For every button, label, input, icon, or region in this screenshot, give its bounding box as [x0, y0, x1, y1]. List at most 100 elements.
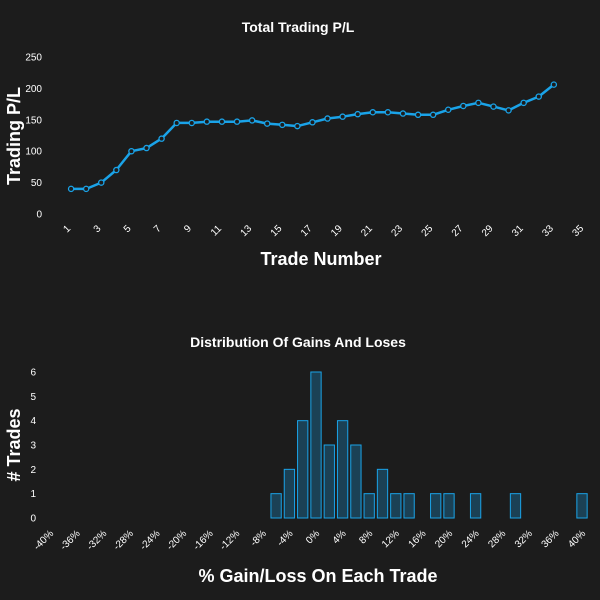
- line-x-tick-label: 7: [152, 223, 164, 235]
- hist-y-tick-label: 1: [30, 489, 36, 500]
- histogram-title: Distribution Of Gains And Loses: [190, 334, 406, 350]
- pl-data-point: [143, 144, 150, 152]
- pl-data-point: [460, 102, 467, 110]
- pl-data-point: [475, 99, 482, 107]
- hist-x-tick-label: 36%: [540, 528, 562, 550]
- pl-data-point: [113, 166, 120, 174]
- hist-x-tick-label: 28%: [486, 528, 508, 550]
- histogram-bar: [297, 420, 309, 519]
- pl-data-point: [309, 119, 316, 126]
- line-y-tick-label: 200: [25, 84, 42, 95]
- histogram-bar: [430, 493, 442, 519]
- hist-x-tick-label: -28%: [112, 528, 136, 552]
- pl-series-line: [69, 83, 556, 191]
- pl-data-point: [279, 121, 286, 129]
- hist-x-tick-label: -8%: [249, 528, 269, 548]
- histogram-bar: [323, 444, 335, 519]
- line-x-tick-label: 31: [510, 223, 526, 239]
- hist-x-tick-label: -4%: [275, 528, 295, 548]
- line-x-tick-label: 29: [480, 223, 496, 239]
- hist-y-tick-label: 0: [30, 514, 36, 525]
- hist-x-tick-label: 0%: [304, 528, 322, 546]
- pl-data-point: [263, 120, 271, 127]
- pl-data-point: [188, 119, 196, 127]
- pl-data-point: [203, 118, 211, 125]
- pl-data-point: [158, 135, 165, 142]
- hist-y-tick-label: 2: [30, 465, 36, 476]
- histogram-bar: [390, 493, 402, 519]
- hist-x-tick-label: 16%: [407, 528, 429, 550]
- hist-x-tick-label: -32%: [85, 528, 109, 552]
- pl-data-point: [520, 99, 527, 107]
- hist-x-tick-label: -24%: [138, 528, 162, 552]
- line-x-tick-label: 35: [570, 223, 586, 239]
- histogram-bar: [443, 493, 455, 519]
- pl-data-point: [354, 110, 361, 118]
- histogram-bar: [509, 493, 522, 519]
- hist-x-tick-label: 24%: [460, 528, 482, 550]
- line-y-tick-label: 0: [36, 210, 42, 221]
- hist-y-tick-label: 5: [30, 392, 36, 403]
- line-x-tick-label: 33: [540, 223, 556, 239]
- line-x-tick-label: 15: [269, 223, 285, 239]
- pl-data-point: [505, 107, 512, 114]
- pl-data-point: [248, 117, 256, 124]
- histogram-bar: [469, 493, 482, 519]
- line-x-tick-label: 1: [61, 223, 73, 235]
- pl-data-point: [324, 115, 331, 122]
- line-x-tick-label: 3: [92, 223, 104, 235]
- histogram-bar: [403, 493, 415, 519]
- line-x-tick-label: 9: [182, 223, 194, 235]
- line-x-tick-label: 17: [299, 223, 315, 239]
- pl-data-point: [369, 109, 377, 116]
- pl-data-point: [444, 106, 452, 114]
- line-x-tick-label: 13: [239, 223, 255, 239]
- line-chart-x-axis-label: Trade Number: [260, 249, 381, 269]
- hist-x-tick-label: -12%: [218, 528, 242, 552]
- hist-y-tick-label: 3: [30, 441, 36, 452]
- histogram-bar: [363, 493, 375, 519]
- histogram-bar: [310, 371, 322, 519]
- histogram-bar: [376, 468, 389, 519]
- line-x-tick-label: 5: [122, 223, 134, 235]
- hist-y-tick-label: 4: [30, 416, 36, 427]
- line-x-tick-label: 23: [389, 223, 405, 239]
- histogram-bar: [350, 444, 362, 519]
- line-x-tick-label: 25: [420, 223, 436, 239]
- line-x-tick-label: 27: [450, 223, 466, 239]
- pl-data-point: [173, 119, 180, 127]
- line-x-tick-label: 11: [209, 223, 224, 238]
- histogram-bar: [336, 420, 349, 519]
- pl-data-point: [535, 93, 542, 100]
- line-y-tick-label: 50: [31, 178, 43, 189]
- pl-data-point: [550, 81, 558, 88]
- hist-y-tick-label: 6: [30, 368, 36, 379]
- hist-x-tick-label: 4%: [331, 528, 349, 546]
- line-y-tick-label: 150: [25, 115, 42, 126]
- pl-data-point: [233, 118, 241, 125]
- pl-data-point: [98, 179, 105, 186]
- histogram-x-axis-label: % Gain/Loss On Each Trade: [198, 566, 437, 586]
- line-y-tick-label: 100: [25, 147, 42, 158]
- hist-x-tick-label: 40%: [566, 528, 588, 550]
- hist-x-tick-label: -36%: [58, 528, 82, 552]
- hist-x-tick-label: 32%: [513, 528, 535, 550]
- pl-data-point: [429, 111, 437, 119]
- pl-data-point: [294, 122, 301, 130]
- histogram-bar: [576, 493, 588, 519]
- line-x-tick-label: 19: [329, 223, 345, 239]
- histogram-y-axis-label: # Trades: [4, 408, 24, 481]
- pl-data-point: [414, 111, 422, 119]
- hist-x-tick-label: 12%: [380, 528, 402, 550]
- pl-data-point: [128, 147, 135, 155]
- hist-x-tick-label: -20%: [165, 528, 189, 552]
- pl-data-point: [218, 118, 226, 125]
- pl-data-point: [67, 185, 75, 193]
- pl-data-point: [490, 103, 497, 110]
- line-chart-title: Total Trading P/L: [242, 19, 355, 35]
- pl-data-point: [82, 185, 90, 193]
